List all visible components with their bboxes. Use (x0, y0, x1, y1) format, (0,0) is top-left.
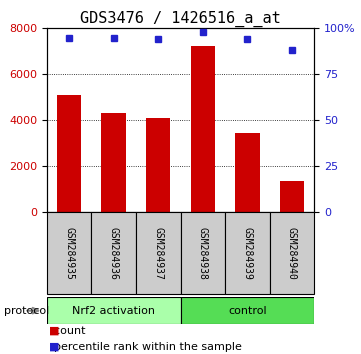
Bar (279, 181, 304, 212)
Bar (136, 212, 180, 294)
Text: ■: ■ (49, 342, 59, 352)
Text: control: control (228, 306, 266, 316)
Text: GSM284937: GSM284937 (153, 227, 163, 280)
Bar (91, 212, 136, 294)
Text: GSM284935: GSM284935 (64, 227, 74, 280)
Bar (146, 118, 170, 212)
Bar (180, 212, 225, 294)
Bar (191, 46, 215, 212)
Text: percentile rank within the sample: percentile rank within the sample (47, 342, 242, 352)
Text: GSM284940: GSM284940 (287, 227, 297, 280)
Bar (101, 114, 126, 212)
Text: protocol: protocol (4, 306, 49, 316)
Bar (270, 212, 314, 294)
Title: GDS3476 / 1426516_a_at: GDS3476 / 1426516_a_at (80, 11, 281, 27)
Bar (47, 297, 180, 324)
Bar (57, 95, 82, 212)
Bar (47, 212, 91, 294)
Text: GSM284939: GSM284939 (242, 227, 252, 280)
Text: Nrf2 activation: Nrf2 activation (72, 306, 155, 316)
Bar (180, 297, 314, 324)
Text: count: count (47, 326, 86, 336)
Text: GSM284936: GSM284936 (109, 227, 119, 280)
Text: ■: ■ (49, 326, 59, 336)
Text: GSM284938: GSM284938 (198, 227, 208, 280)
Bar (235, 133, 260, 212)
Bar (225, 212, 270, 294)
